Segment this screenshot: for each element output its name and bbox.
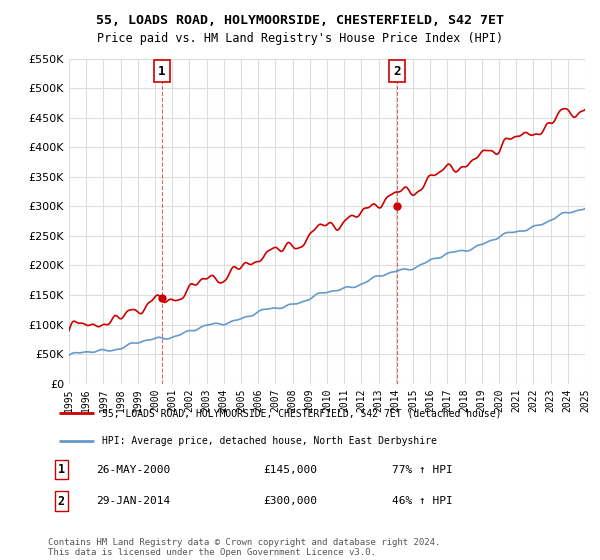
- Text: 55, LOADS ROAD, HOLYMOORSIDE, CHESTERFIELD, S42 7ET: 55, LOADS ROAD, HOLYMOORSIDE, CHESTERFIE…: [96, 14, 504, 27]
- Text: Price paid vs. HM Land Registry's House Price Index (HPI): Price paid vs. HM Land Registry's House …: [97, 32, 503, 45]
- Text: £300,000: £300,000: [263, 496, 317, 506]
- Text: HPI: Average price, detached house, North East Derbyshire: HPI: Average price, detached house, Nort…: [102, 436, 437, 446]
- Text: 2: 2: [394, 65, 401, 78]
- Text: 77% ↑ HPI: 77% ↑ HPI: [392, 465, 452, 475]
- Text: 46% ↑ HPI: 46% ↑ HPI: [392, 496, 452, 506]
- Text: Contains HM Land Registry data © Crown copyright and database right 2024.
This d: Contains HM Land Registry data © Crown c…: [48, 538, 440, 557]
- Text: 2: 2: [58, 494, 65, 507]
- Text: 55, LOADS ROAD, HOLYMOORSIDE, CHESTERFIELD, S42 7ET (detached house): 55, LOADS ROAD, HOLYMOORSIDE, CHESTERFIE…: [102, 408, 501, 418]
- Text: 26-MAY-2000: 26-MAY-2000: [97, 465, 170, 475]
- Text: 1: 1: [158, 65, 166, 78]
- Text: £145,000: £145,000: [263, 465, 317, 475]
- Text: 1: 1: [58, 463, 65, 476]
- Text: 29-JAN-2014: 29-JAN-2014: [97, 496, 170, 506]
